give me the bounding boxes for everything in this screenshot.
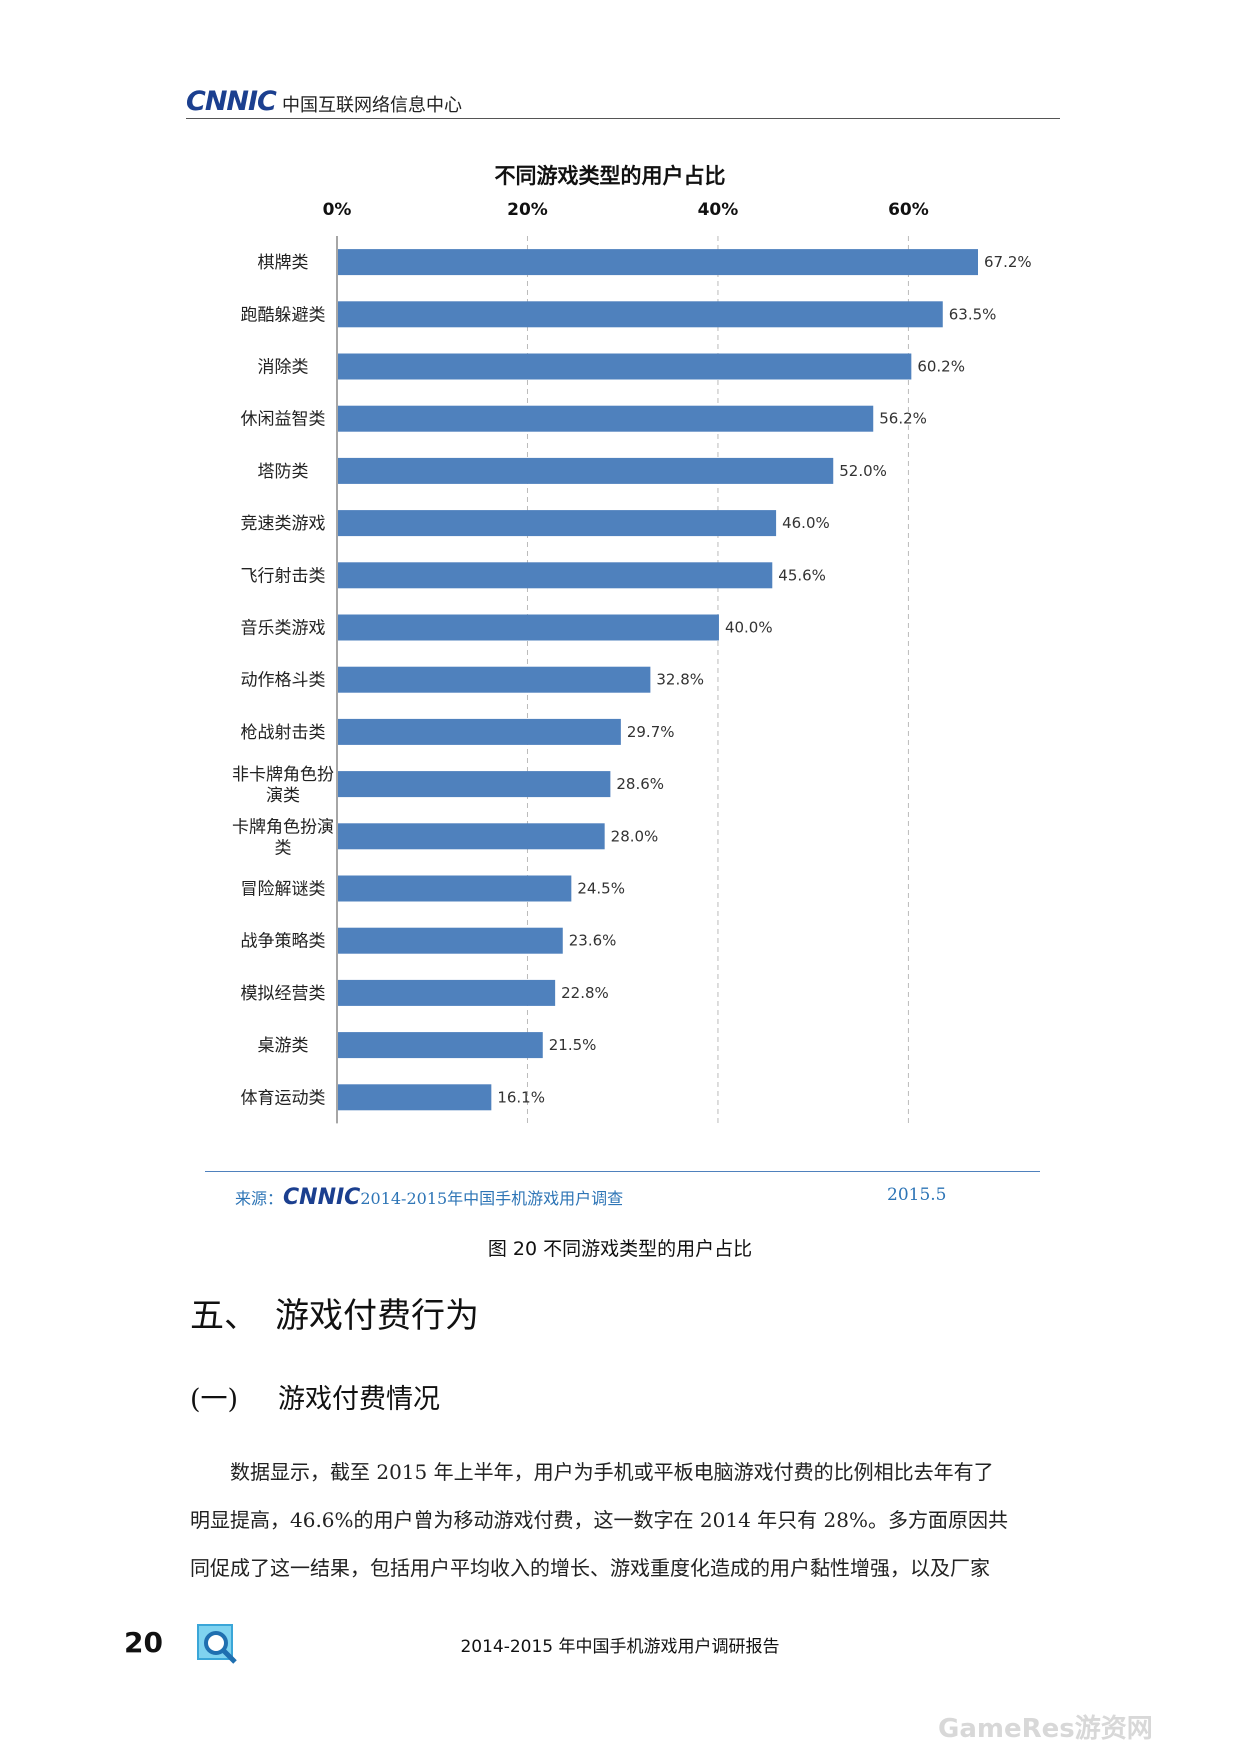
- chart-title: 不同游戏类型的用户占比: [495, 164, 726, 188]
- bar: [338, 718, 621, 745]
- subsection-heading: (一) 游戏付费情况: [190, 1377, 440, 1416]
- chart-source: 来源：CNNIC2014-2015年中国手机游戏用户调查: [235, 1185, 623, 1210]
- magnifier-logo-icon: [197, 1624, 237, 1664]
- page-header: CNNIC 中国互联网络信息中心: [186, 84, 1060, 119]
- data-label: 24.5%: [577, 880, 625, 898]
- data-label: 56.2%: [879, 410, 927, 428]
- data-label: 28.0%: [611, 827, 659, 845]
- figure-caption: 图 20 不同游戏类型的用户占比: [487, 1238, 753, 1260]
- category-label: 模拟经营类: [241, 984, 326, 1004]
- category-label: 桌游类: [258, 1036, 309, 1056]
- bar: [338, 353, 912, 380]
- x-tick-label: 60%: [888, 200, 929, 220]
- category-label: 冒险解谜类: [241, 880, 326, 900]
- category-label-line: 卡牌角色扮演: [232, 817, 334, 837]
- paragraph-line: 数据显示，截至 2015 年上半年，用户为手机或平板电脑游戏付费的比例相比去年有…: [230, 1460, 994, 1484]
- paragraph-line: 明显提高，46.6%的用户曾为移动游戏付费，这一数字在 2014 年只有 28%…: [190, 1508, 1008, 1532]
- bar: [338, 1084, 492, 1111]
- category-label: 枪战射击类: [241, 723, 326, 743]
- bar: [338, 457, 834, 484]
- page-number: 20: [124, 1626, 163, 1659]
- bar: [338, 771, 611, 798]
- category-label: 战争策略类: [241, 932, 326, 952]
- section-heading: 五、 游戏付费行为: [190, 1288, 479, 1337]
- data-label: 46.0%: [782, 514, 830, 532]
- cnnic-logo: CNNIC: [186, 86, 277, 117]
- bar: [338, 510, 777, 537]
- bar: [338, 1032, 543, 1059]
- bar: [338, 562, 773, 589]
- data-label: 22.8%: [561, 984, 609, 1002]
- bar-chart: 不同游戏类型的用户占比 0% 20% 40% 60% 棋牌类跑酷躲避类消除类休闲益智类…: [232, 164, 1032, 1124]
- body-paragraph: 数据显示，截至 2015 年上半年，用户为手机或平板电脑游戏付费的比例相比去年有…: [190, 1448, 1060, 1592]
- data-label: 67.2%: [984, 253, 1032, 271]
- category-label: 跑酷躲避类: [241, 305, 326, 325]
- category-label-line: 非卡牌角色扮: [232, 765, 334, 785]
- category-label: 竞速类游戏: [241, 514, 326, 534]
- bar: [338, 614, 719, 641]
- category-label-line: 类: [275, 838, 292, 858]
- bar: [338, 823, 605, 850]
- bar: [338, 666, 651, 693]
- footer-title: 2014-2015 年中国手机游戏用户调研报告: [460, 1637, 780, 1657]
- data-label: 63.5%: [949, 305, 997, 323]
- paragraph-line: 同促成了这一结果，包括用户平均收入的增长、游戏重度化造成的用户黏性增强，以及厂家: [190, 1556, 990, 1580]
- section-title: 游戏付费行为: [275, 1296, 479, 1336]
- subsection-number: (一): [190, 1384, 239, 1415]
- category-label: 棋牌类: [258, 253, 309, 273]
- category-label: 动作格斗类: [241, 671, 326, 691]
- section-number: 五、: [190, 1296, 258, 1336]
- category-label: 飞行射击类: [241, 566, 326, 586]
- x-tick-label: 20%: [507, 200, 548, 220]
- category-label: 休闲益智类: [241, 410, 326, 430]
- data-label: 28.6%: [616, 775, 664, 793]
- source-prefix: 来源：: [235, 1189, 284, 1208]
- bar: [338, 979, 556, 1006]
- data-label: 16.1%: [497, 1088, 545, 1106]
- source-logo: CNNIC: [283, 1185, 361, 1210]
- gameres-watermark: GameRes游资网: [938, 1714, 1153, 1744]
- data-label: 52.0%: [839, 462, 887, 480]
- subsection-title: 游戏付费情况: [278, 1384, 440, 1415]
- x-tick-label: 40%: [698, 200, 739, 220]
- data-label: 29.7%: [627, 723, 675, 741]
- bar: [338, 301, 943, 328]
- source-divider: [205, 1171, 1040, 1172]
- category-label-line: 演类: [266, 786, 300, 806]
- category-label: 音乐类游戏: [241, 619, 326, 639]
- category-label: 塔防类: [258, 462, 309, 482]
- bar: [338, 875, 572, 902]
- data-label: 60.2%: [917, 358, 965, 376]
- category-label: 卡牌角色扮演类: [232, 817, 334, 858]
- x-tick-label: 0%: [323, 200, 352, 220]
- source-text: 2014-2015年中国手机游戏用户调查: [360, 1189, 624, 1208]
- bar: [338, 927, 563, 954]
- chart-container: 不同游戏类型的用户占比 0% 20% 40% 60% 棋牌类跑酷躲避类消除类休闲益智类…: [205, 150, 1050, 1230]
- data-label: 21.5%: [549, 1036, 597, 1054]
- data-label: 40.0%: [725, 619, 773, 637]
- category-label: 消除类: [258, 358, 309, 378]
- category-label: 非卡牌角色扮演类: [232, 765, 334, 806]
- data-label: 32.8%: [656, 671, 704, 689]
- category-label: 体育运动类: [241, 1088, 326, 1108]
- header-org-name: 中国互联网络信息中心: [282, 95, 462, 116]
- data-label: 23.6%: [569, 932, 617, 950]
- source-date: 2015.5: [887, 1185, 947, 1205]
- bar: [338, 249, 978, 276]
- data-label: 45.6%: [778, 566, 826, 584]
- bar: [338, 405, 874, 432]
